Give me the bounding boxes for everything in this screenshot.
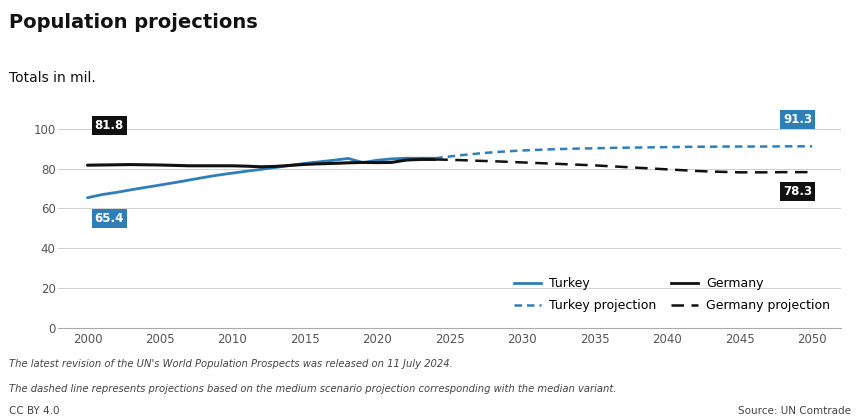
- Text: Source: UN Comtrade: Source: UN Comtrade: [739, 406, 851, 416]
- Legend: Turkey, Turkey projection, Germany, Germany projection: Turkey, Turkey projection, Germany, Germ…: [508, 272, 835, 317]
- Text: 78.3: 78.3: [783, 185, 812, 198]
- Text: Population projections: Population projections: [9, 13, 257, 32]
- Text: 91.3: 91.3: [783, 113, 812, 126]
- Text: CC BY 4.0: CC BY 4.0: [9, 406, 59, 416]
- Text: Totals in mil.: Totals in mil.: [9, 71, 95, 85]
- Text: 81.8: 81.8: [95, 119, 124, 132]
- Text: The latest revision of the UN's World Population Prospects was released on 11 Ju: The latest revision of the UN's World Po…: [9, 359, 452, 369]
- Text: The dashed line represents projections based on the medium scenario projection c: The dashed line represents projections b…: [9, 384, 616, 394]
- Text: 65.4: 65.4: [95, 213, 124, 226]
